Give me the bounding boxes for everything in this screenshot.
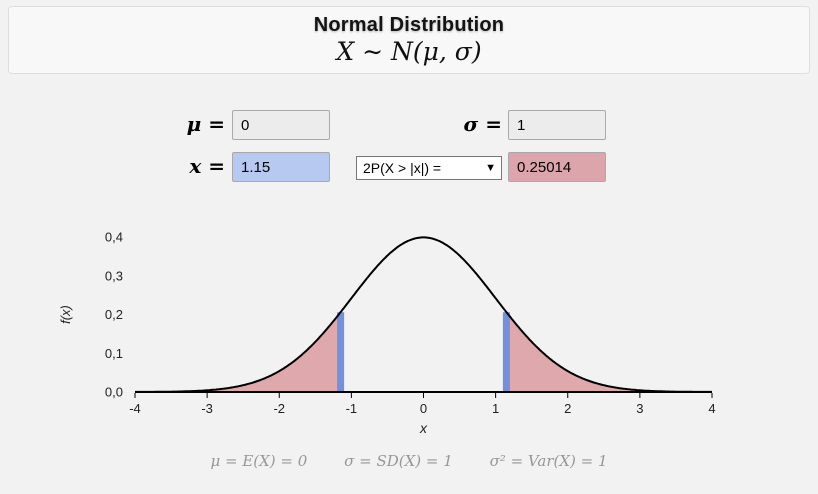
x-tick-label: -1 — [346, 401, 358, 416]
x-tick-label: 1 — [492, 401, 499, 416]
footer-sd: σ = SD(X) = 1 — [344, 452, 453, 470]
left-tail-shade — [135, 313, 341, 392]
distribution-chart: -4 -3 -2 -1 0 1 2 3 4 0,0 0,1 0,2 0,3 0,4 x f(x) — [50, 212, 740, 447]
x-tick-label: 2 — [564, 401, 571, 416]
x-marker-handle[interactable] — [502, 312, 510, 392]
header: Normal Distribution X ∼ N(μ, σ) — [8, 6, 810, 74]
sigma-label: σ = — [463, 112, 502, 136]
x-tick-label: -2 — [273, 401, 285, 416]
footer-mean: μ = E(X) = 0 — [210, 452, 308, 470]
right-tail-shade — [506, 312, 712, 392]
pdf-curve — [135, 236, 712, 393]
dropdown-arrow-icon: ▼ — [485, 162, 496, 174]
y-tick-label: 0,4 — [105, 230, 123, 245]
x-tick-label: -4 — [129, 401, 141, 416]
result-input[interactable] — [508, 152, 606, 182]
page-title: Normal Distribution — [313, 14, 505, 36]
probability-type-select[interactable]: 2P(X > |x|) = ▼ — [356, 156, 502, 180]
mu-input[interactable] — [232, 110, 330, 140]
y-tick-label: 0,0 — [105, 385, 123, 400]
distribution-formula: X ∼ N(μ, σ) — [336, 37, 482, 66]
mu-label: μ = — [186, 112, 225, 136]
y-tick-label: 0,1 — [105, 346, 123, 361]
y-axis-label: f(x) — [58, 305, 73, 324]
footer: μ = E(X) = 0 σ = SD(X) = 1 σ² = Var(X) =… — [0, 452, 818, 470]
distribution-chart-svg: -4 -3 -2 -1 0 1 2 3 4 0,0 0,1 0,2 0,3 0,4 x f(x) — [58, 230, 716, 437]
x-tick-label: -3 — [201, 401, 213, 416]
x-tick-label: 3 — [636, 401, 643, 416]
footer-var: σ² = Var(X) = 1 — [489, 452, 608, 470]
x-input[interactable] — [232, 152, 330, 182]
sigma-input[interactable] — [508, 110, 606, 140]
y-tick-label: 0,3 — [105, 268, 123, 283]
probability-type-value: 2P(X > |x|) = — [363, 160, 442, 176]
x-tick-label: 0 — [420, 401, 427, 416]
x-tick-label: 4 — [708, 401, 715, 416]
x-axis-label: x — [419, 420, 428, 436]
x-marker-handle[interactable] — [337, 312, 345, 392]
y-tick-label: 0,2 — [105, 307, 123, 322]
x-label: x = — [189, 154, 225, 178]
